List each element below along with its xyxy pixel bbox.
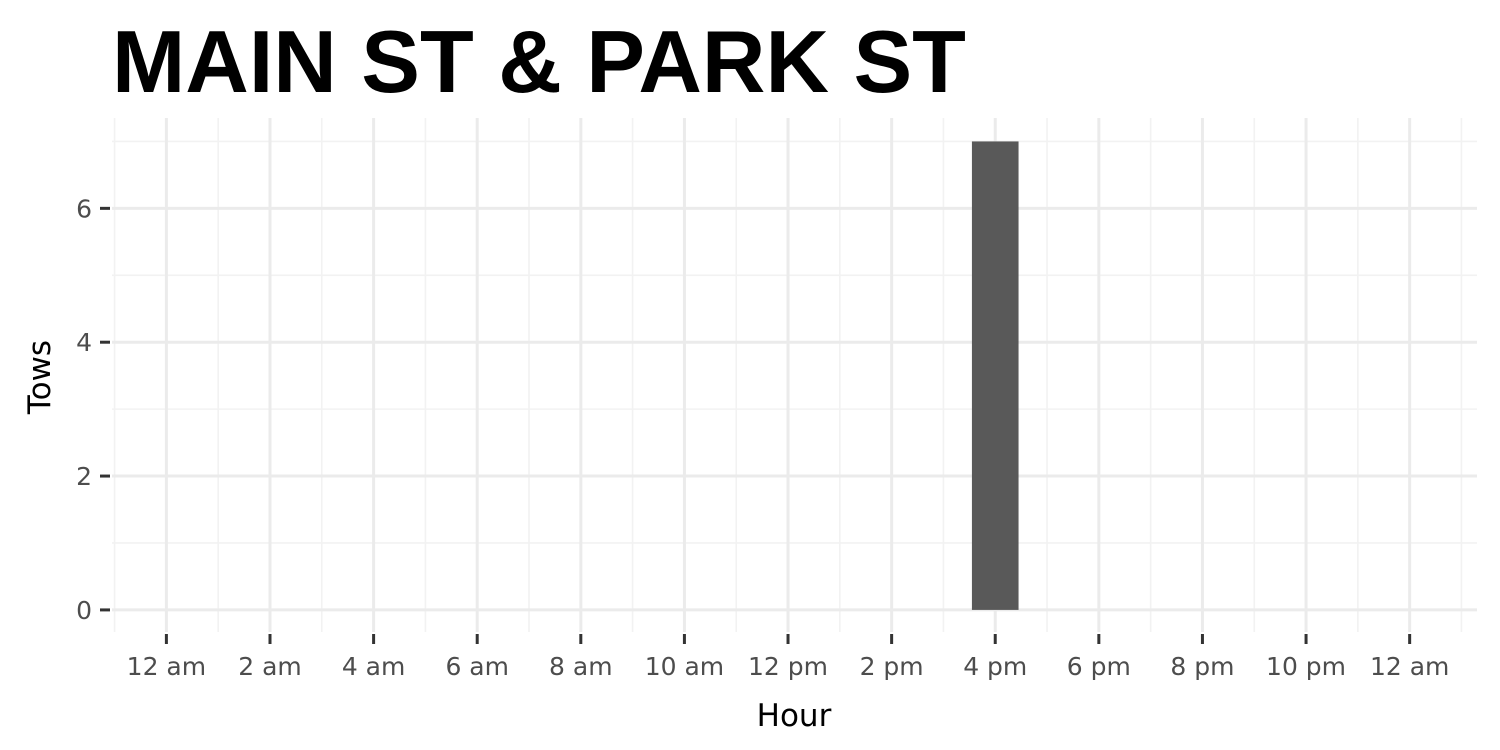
grid (112, 118, 1477, 632)
x-tick-label: 2 pm (860, 652, 924, 681)
y-tick-label: 6 (76, 194, 92, 223)
x-tick-label: 4 pm (963, 652, 1027, 681)
x-tick-label: 12 am (127, 652, 206, 681)
x-tick-label: 8 pm (1170, 652, 1234, 681)
y-tick-label: 4 (76, 328, 92, 357)
axes: 0 2 4 6 12 am 2 am 4 am 6 am 8 am 10 am 12 pm 2 pm 4… (76, 194, 1449, 681)
x-tick-label: 4 am (342, 652, 406, 681)
x-tick-label: 12 pm (748, 652, 828, 681)
y-tick-label: 2 (76, 462, 92, 491)
chart-title: MAIN ST & PARK ST (112, 12, 966, 111)
x-tick-label: 6 pm (1067, 652, 1131, 681)
y-axis-title: Tows (22, 340, 58, 415)
bars (971, 141, 1019, 610)
x-tick-label: 12 am (1370, 652, 1449, 681)
x-tick-label: 10 am (645, 652, 724, 681)
x-axis-title: Hour (757, 698, 832, 734)
bar (971, 141, 1019, 610)
x-tick-label: 6 am (445, 652, 509, 681)
x-tick-label: 8 am (549, 652, 613, 681)
x-tick-label: 10 pm (1266, 652, 1346, 681)
y-tick-label: 0 (76, 596, 92, 625)
x-tick-label: 2 am (238, 652, 302, 681)
